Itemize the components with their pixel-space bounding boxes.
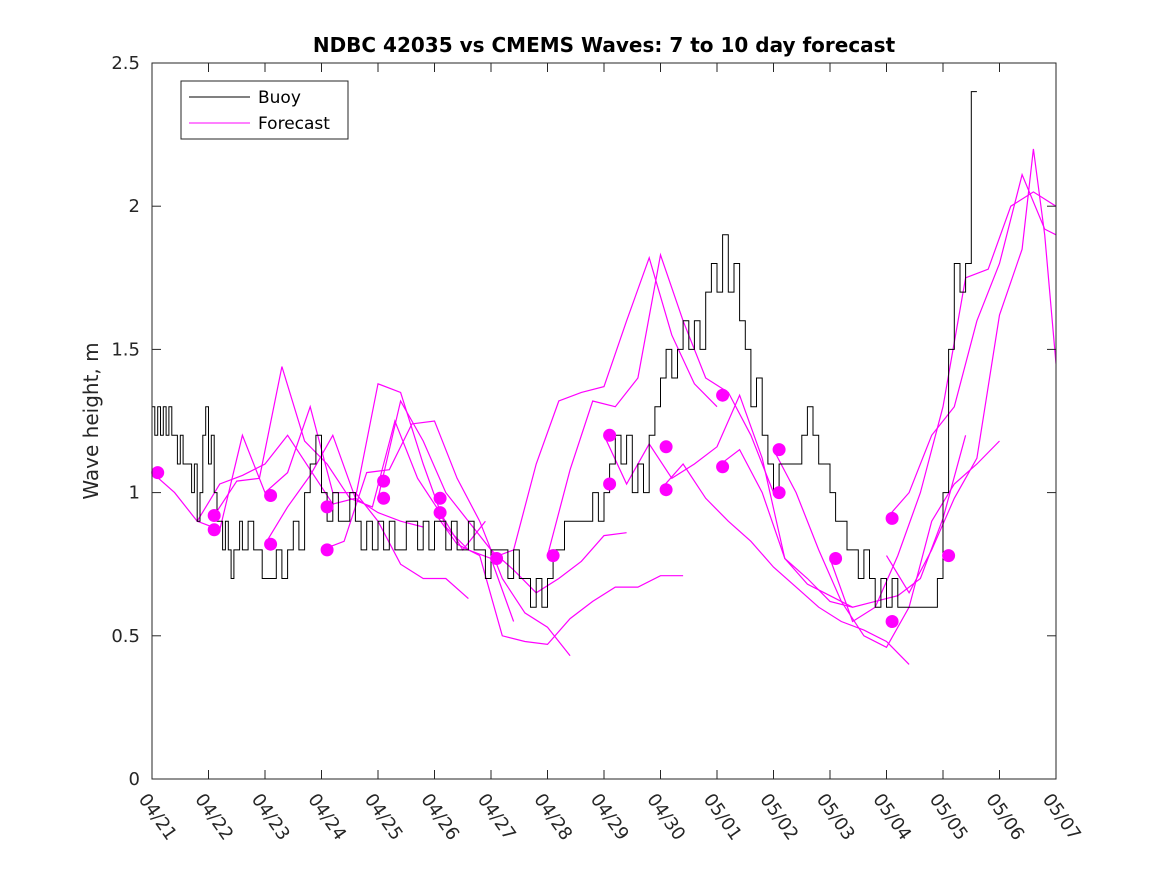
forecast-marker (659, 440, 673, 454)
y-tick-label: 1.5 (111, 339, 140, 360)
forecast-line-7 (434, 512, 684, 646)
forecast-line-13 (772, 440, 1000, 649)
forecast-marker (320, 543, 334, 557)
forecast-line-5 (321, 420, 571, 657)
y-tick-label: 0.5 (111, 626, 140, 647)
forecast-marker (885, 615, 899, 628)
forecast-marker (207, 523, 221, 537)
forecast-marker (264, 489, 278, 502)
forecast-line-14 (829, 191, 1056, 623)
y-tick-label: 2.5 (111, 53, 140, 74)
forecast-marker (772, 486, 786, 500)
y-axis-label: Wave height, m (79, 342, 103, 499)
forecast-marker (659, 483, 673, 497)
forecast-line-16 (885, 148, 1056, 595)
buoy-line (152, 91, 977, 608)
forecast-marker (433, 506, 447, 520)
forecast-marker (546, 549, 560, 563)
forecast-line-11 (660, 463, 910, 665)
y-tick-label: 1 (129, 483, 140, 504)
forecast-line-9 (546, 252, 775, 556)
y-tick-label: 0 (129, 769, 140, 790)
forecast-marker (151, 466, 165, 480)
legend-forecast-label: Forecast (258, 114, 330, 134)
forecast-marker (772, 443, 786, 457)
forecast-line-10 (603, 393, 853, 608)
forecast-marker (603, 477, 617, 491)
forecast-line-15 (886, 172, 1056, 519)
chart-title: NDBC 42035 vs CMEMS Waves: 7 to 10 day f… (313, 33, 896, 57)
forecast-marker (942, 549, 956, 563)
legend-box (180, 80, 349, 140)
forecast-line-8 (490, 255, 718, 560)
forecast-marker (377, 491, 391, 505)
forecast-markers (151, 388, 956, 628)
forecast-marker (829, 552, 843, 565)
legend: Buoy Forecast (180, 80, 349, 140)
forecast-marker (716, 460, 730, 474)
forecast-line-12 (716, 435, 967, 608)
forecast-marker (264, 537, 278, 551)
legend-buoy-label: Buoy (258, 88, 301, 108)
forecast-marker (207, 509, 221, 522)
forecast-marker (377, 474, 391, 488)
forecast-marker (320, 500, 334, 514)
y-axis: 0 0.5 1 1.5 2 2.5 (111, 53, 1056, 790)
forecast-marker (716, 388, 730, 402)
forecast-marker (885, 511, 899, 525)
forecast-marker (433, 491, 447, 505)
forecast-marker (490, 552, 504, 565)
y-tick-label: 2 (129, 196, 140, 217)
buoy-line-group (152, 91, 977, 608)
forecast-marker (603, 428, 617, 442)
